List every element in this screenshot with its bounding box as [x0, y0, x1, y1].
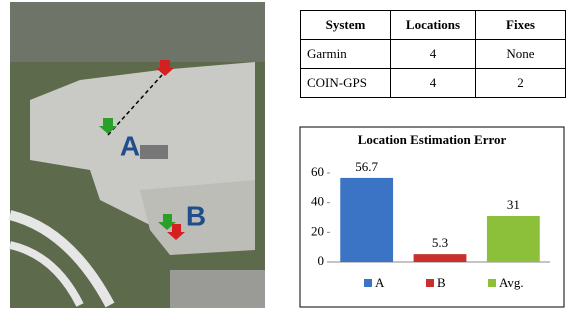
page: A B System Locations Fixes Garmin 4 None… — [0, 0, 574, 310]
parking-lot — [10, 2, 265, 62]
bar — [340, 178, 393, 262]
bar — [487, 216, 540, 262]
legend-label: B — [437, 275, 446, 290]
results-table: System Locations Fixes Garmin 4 None COI… — [300, 10, 566, 98]
location-label: B — [186, 200, 206, 231]
header-row: System Locations Fixes — [301, 11, 566, 40]
building-corner — [170, 270, 265, 308]
legend-swatch — [488, 279, 496, 287]
y-tick-label: 20 — [311, 223, 324, 238]
table-row: Garmin 4 None — [301, 40, 566, 69]
y-tick-label: 60 — [311, 164, 324, 179]
cell: COIN-GPS — [301, 69, 391, 98]
legend-swatch — [364, 279, 372, 287]
y-tick-label: 40 — [311, 194, 324, 209]
cell: 4 — [391, 69, 476, 98]
chart: Location Estimation Error 0 20 40 60 56.7 A 5.… — [298, 125, 566, 309]
header-cell: System — [301, 11, 391, 40]
bar — [414, 254, 467, 262]
y-tick-label: 0 — [318, 253, 325, 268]
header-cell: Fixes — [476, 11, 566, 40]
value-label: 56.7 — [355, 159, 378, 174]
value-label: 31 — [507, 197, 520, 212]
cell: Garmin — [301, 40, 391, 69]
value-label: 5.3 — [432, 235, 448, 250]
table-row: COIN-GPS 4 2 — [301, 69, 566, 98]
legend-swatch — [426, 279, 434, 287]
legend-label: Avg. — [499, 275, 524, 290]
roof-unit — [140, 145, 168, 159]
location-label: A — [120, 130, 140, 161]
cell: 4 — [391, 40, 476, 69]
legend-label: A — [375, 275, 385, 290]
header-cell: Locations — [391, 11, 476, 40]
aerial-photo: A B — [0, 0, 270, 310]
cell: 2 — [476, 69, 566, 98]
cell: None — [476, 40, 566, 69]
chart-title: Location Estimation Error — [358, 132, 507, 147]
